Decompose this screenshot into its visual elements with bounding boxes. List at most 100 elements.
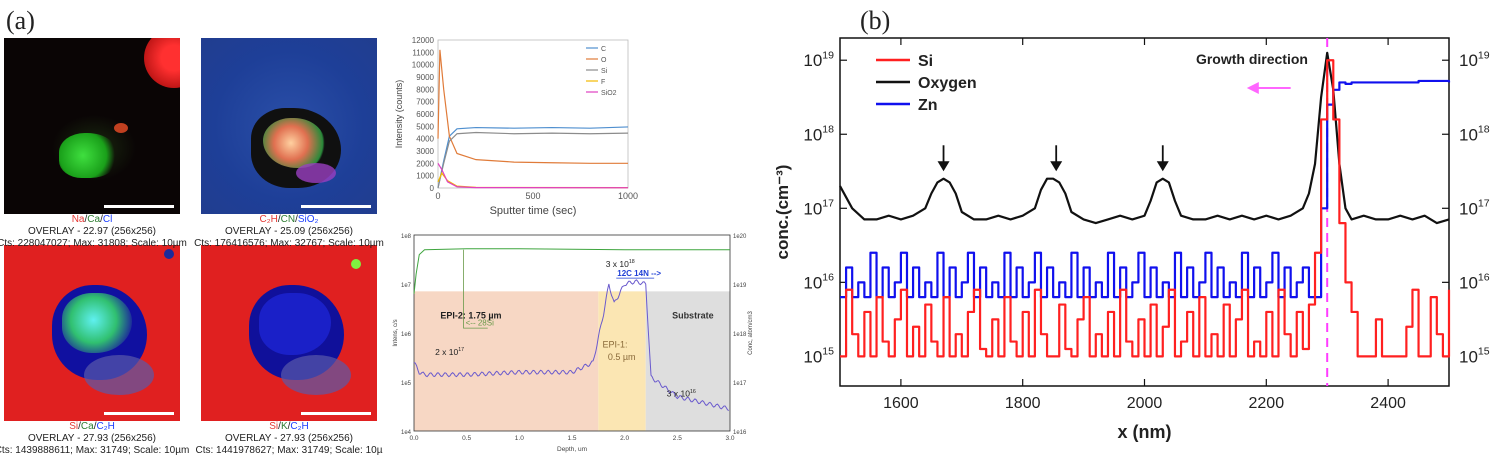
- x-axis-label: x (nm): [1118, 422, 1172, 442]
- y2-tick-label: 1e20: [733, 234, 747, 240]
- y2-tick-label: 1018: [1459, 124, 1490, 145]
- tile-caption-1-line2: Cts: 228047027; Max: 31808; Scale: 10µm: [0, 238, 187, 249]
- x-tick-label: 2000: [1127, 395, 1163, 412]
- y-tick-label: 5000: [416, 122, 434, 131]
- plot-area: [413, 234, 731, 432]
- annotation-28si: <-- 28Si: [466, 319, 494, 328]
- x-tick-label: 3.0: [725, 435, 734, 442]
- x-axis-label: Depth, um: [557, 446, 587, 453]
- annotation-growth-direction: Growth direction: [1196, 51, 1308, 67]
- series-line-c: [437, 126, 629, 189]
- overlay-image-c2h-cn-sio2: [201, 38, 377, 214]
- y2-tick-label: 1017: [1459, 198, 1490, 219]
- series-line-oxygen: [839, 51, 1450, 225]
- y-tick-label: 2000: [416, 159, 434, 168]
- series-line-28si: [413, 248, 730, 294]
- tile-caption-2-line2: Cts: 176416576; Max: 32767; Scale: 10µm: [194, 238, 384, 249]
- peak-arrow-head: [937, 161, 950, 172]
- y2-tick-label: 1e19: [733, 283, 747, 289]
- annotation-substrate: Substrate: [672, 310, 714, 320]
- x-tick-label: 2.0: [620, 435, 629, 442]
- overlay-image-si-ca-c2h: [4, 245, 180, 421]
- legend-label-si: Si: [918, 53, 933, 70]
- sputter-intensity-chart: 0100020003000400050006000700080009000100…: [394, 36, 638, 217]
- peak-arrow-head: [1156, 161, 1169, 172]
- x-tick-label: 2400: [1370, 395, 1406, 412]
- y-tick-label: 1017: [803, 198, 834, 219]
- y2-tick-label: 1016: [1459, 272, 1490, 293]
- annotation-3e16: 3 x 1016: [667, 389, 696, 399]
- x-tick-label: 0.5: [462, 435, 471, 442]
- series-line-si: [840, 59, 1451, 358]
- tile-legend-4: Si/K/C₂H: [269, 421, 309, 432]
- x-tick-label: 0.0: [409, 435, 418, 442]
- tile-legend-2: C₂H/CN/SiO₂: [259, 214, 319, 225]
- panel-b-label: (b): [860, 6, 891, 35]
- plot-area: [437, 39, 629, 189]
- y2-tick-label: 1015: [1459, 346, 1490, 367]
- x-tick-label: 1800: [1005, 395, 1041, 412]
- series-line-o: [437, 49, 628, 164]
- x-tick-label: 1000: [618, 191, 638, 201]
- y-tick-label: 3000: [416, 147, 434, 156]
- x-tick-label: 1.0: [515, 435, 524, 442]
- tile-caption-4-line2: Cts: 1441978627; Max: 31749; Scale: 10µ: [195, 445, 383, 456]
- legend-label-o: O: [601, 57, 607, 64]
- legend-label-f: F: [601, 79, 605, 86]
- x-tick-label: 1600: [883, 395, 919, 412]
- y2-tick-label: 1e16: [733, 430, 747, 436]
- y-tick-label: 1016: [803, 272, 834, 293]
- x-tick-label: 1.5: [567, 435, 576, 442]
- peak-arrow-head: [1050, 161, 1063, 172]
- tile-caption-2: C₂H/CN/SiO₂ OVERLAY - 25.09 (256x256) Ct…: [189, 214, 389, 250]
- y-tick-label: 1e7: [401, 283, 412, 289]
- y-tick-label: 12000: [412, 36, 435, 45]
- y2-tick-label: 1019: [1459, 50, 1490, 71]
- tile-caption-3-line1: OVERLAY - 27.93 (256x256): [27, 433, 157, 444]
- tile-caption-4: Si/K/C₂H OVERLAY - 27.93 (256x256) Cts: …: [189, 421, 389, 457]
- y-tick-label: 1015: [803, 346, 834, 367]
- y-axis-label: Intensity (counts): [394, 80, 404, 149]
- y-tick-label: 1e5: [401, 381, 412, 387]
- y-tick-label: 1018: [803, 124, 834, 145]
- y-tick-label: 4000: [416, 135, 434, 144]
- tile-caption-1-line1: OVERLAY - 22.97 (256x256): [27, 226, 157, 237]
- series-line-si: [437, 131, 629, 189]
- legend-label-si: Si: [601, 68, 608, 75]
- x-tick-label: 0: [435, 191, 440, 201]
- y-axis-label: Intens, c/s: [393, 319, 399, 346]
- tile-legend-1: Na/Ca/Cl: [71, 214, 113, 225]
- legend-label-c: C: [601, 46, 606, 53]
- legend-label-sio2: SiO2: [601, 90, 617, 97]
- tile-legend-3: Si/Ca/C₂H: [69, 421, 115, 432]
- panel-a-label: (a): [6, 6, 35, 35]
- y-tick-label: 0: [430, 184, 435, 193]
- y-tick-label: 1e8: [401, 234, 412, 240]
- overlay-image-na-ca-cl: [4, 38, 180, 214]
- annotation-epi2: EPI-2: 1.75 µm: [440, 310, 501, 320]
- tile-caption-2-line1: OVERLAY - 25.09 (256x256): [224, 226, 354, 237]
- y-tick-label: 8000: [416, 85, 434, 94]
- y-tick-label: 11000: [412, 48, 434, 57]
- y2-tick-label: 1e17: [733, 381, 747, 387]
- y-tick-label: 7000: [416, 98, 434, 107]
- annotation-3e18: 3 x 1018: [606, 259, 635, 269]
- legend-label-oxygen: Oxygen: [918, 75, 977, 92]
- region-0: [414, 291, 599, 431]
- y-tick-label: 9000: [416, 73, 434, 82]
- x-tick-label: 500: [525, 191, 540, 201]
- y-tick-label: 1019: [803, 50, 834, 71]
- region-1: [598, 291, 646, 431]
- overlay-image-si-k-c2h: [201, 245, 377, 421]
- y-tick-label: 1e4: [401, 430, 412, 436]
- y2-axis-label: Conc, atom/cm3: [748, 310, 754, 354]
- si28-marker-line: [463, 249, 488, 329]
- region-2: [645, 291, 730, 431]
- y-tick-label: 10000: [412, 61, 435, 70]
- y-tick-label: 1000: [416, 172, 434, 181]
- depth-profile-chart: 1e4 1e5 1e6 1e7 1e8 1e16 1e17 1e18 1e19 1e20 0.0 0.…: [393, 234, 754, 453]
- y2-tick-label: 1e18: [733, 332, 747, 338]
- growth-arrow-head: [1246, 82, 1259, 94]
- concentration-profile-chart: 1600 1800 2000 2200 2400 1015 1015 1016 1016 1017…: [773, 37, 1490, 442]
- annotation-epi1-thickness: 0.5 µm: [608, 352, 636, 362]
